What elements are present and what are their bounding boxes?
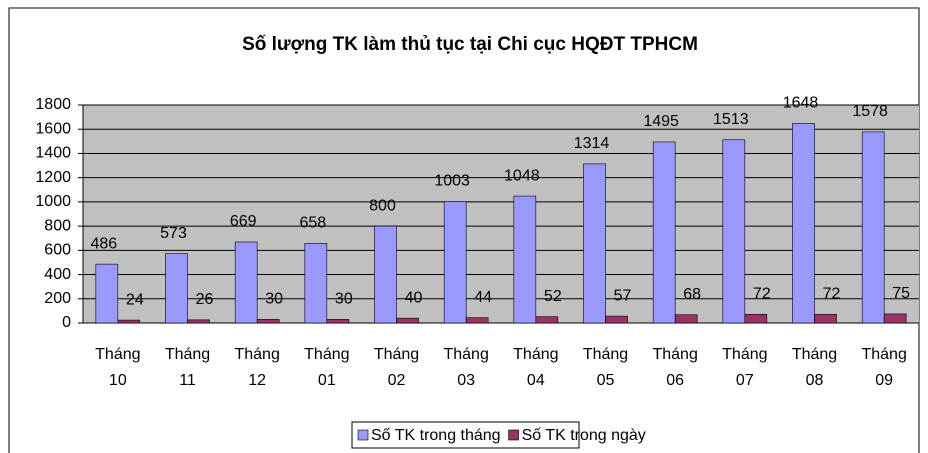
bar (883, 313, 907, 324)
x-tick-label: Tháng 06 (652, 346, 697, 389)
legend: Số TK trong tháng Số TK trong ngày (351, 421, 646, 449)
x-tick-label: Tháng 02 (374, 346, 419, 389)
x-tick-label: Tháng 03 (443, 346, 488, 389)
value-label: 52 (544, 288, 562, 305)
chart-title: Số lượng TK làm thủ tục tại Chi cục HQĐT… (242, 34, 698, 55)
value-label: 72 (753, 285, 771, 302)
bar (605, 315, 628, 324)
y-tick-label: 1200 (35, 169, 71, 186)
value-label: 30 (265, 291, 283, 308)
x-tick-label: Tháng 12 (234, 346, 279, 389)
bar (814, 313, 837, 324)
bar (535, 316, 559, 324)
bar (326, 319, 350, 324)
bar (443, 201, 467, 324)
bar (256, 319, 280, 324)
value-label: 26 (196, 291, 214, 308)
y-tick-label: 1800 (35, 96, 71, 113)
bar (304, 243, 328, 324)
y-tick-label: 200 (44, 290, 71, 307)
value-label: 1495 (643, 113, 679, 130)
value-label: 1314 (574, 135, 610, 152)
x-tick-label: Tháng 04 (513, 346, 558, 389)
bar (674, 314, 698, 324)
legend-box (351, 421, 580, 449)
value-label: 24 (126, 291, 144, 308)
bar (652, 141, 676, 324)
y-tick-label: 0 (62, 314, 71, 331)
value-label: 30 (335, 291, 353, 308)
x-tick-label: Tháng 09 (861, 346, 906, 389)
x-tick-label: Tháng 05 (583, 346, 628, 389)
value-label: 72 (823, 285, 841, 302)
value-label: 75 (892, 285, 910, 302)
bar (374, 225, 397, 324)
x-tick-label: Tháng 08 (792, 346, 837, 389)
bar (234, 241, 258, 324)
value-label: 44 (474, 289, 492, 306)
value-label: 1003 (434, 173, 470, 190)
value-label: 669 (230, 213, 257, 230)
bar (722, 139, 746, 324)
bar (513, 195, 537, 324)
legend-swatch (357, 429, 369, 441)
x-tick-label: Tháng 07 (722, 346, 767, 389)
value-label: 486 (90, 235, 117, 252)
bar (861, 131, 885, 324)
bar (465, 317, 489, 324)
plot-area (83, 105, 919, 323)
value-label: 57 (614, 287, 632, 304)
value-label: 1048 (504, 167, 540, 184)
bar (165, 253, 188, 324)
bar (187, 319, 210, 324)
value-label: 800 (369, 197, 396, 214)
y-tick-label: 400 (44, 266, 71, 283)
value-label: 573 (160, 225, 187, 242)
y-tick-label: 1600 (35, 120, 71, 137)
legend-label: Số TK trong ngày (522, 427, 646, 444)
value-label: 40 (405, 289, 423, 306)
legend-label: Số TK trong tháng (371, 427, 501, 444)
y-tick-label: 1400 (35, 145, 71, 162)
value-label: 1513 (713, 111, 749, 128)
bar (396, 317, 419, 324)
bar (744, 313, 768, 324)
bar (117, 319, 141, 324)
y-tick-label: 600 (44, 242, 71, 259)
y-tick-label: 1000 (35, 193, 71, 210)
bar (792, 123, 815, 324)
value-label: 658 (299, 215, 326, 232)
x-tick-label: Tháng 10 (95, 346, 140, 389)
x-tick-label: Tháng 01 (304, 346, 349, 389)
bar (583, 163, 606, 324)
bar (95, 263, 119, 324)
value-label: 68 (683, 286, 701, 303)
x-tick-label: Tháng 11 (165, 346, 210, 389)
legend-swatch (508, 429, 519, 441)
value-label: 1648 (783, 95, 819, 112)
value-label: 1578 (852, 103, 888, 120)
y-tick-label: 800 (44, 217, 71, 234)
